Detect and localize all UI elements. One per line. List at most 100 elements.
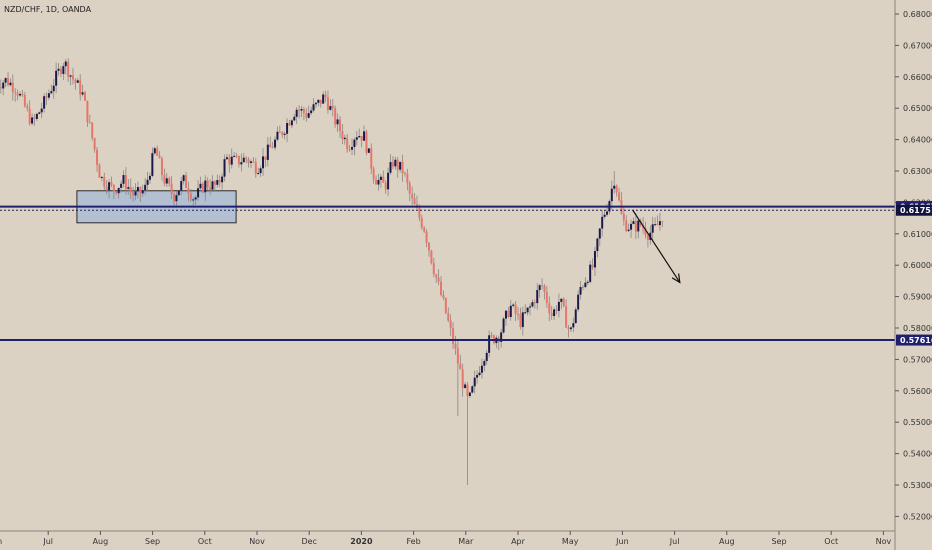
- candle-body-up: [182, 175, 185, 182]
- candle: [45, 92, 48, 106]
- time-axis[interactable]: Jun Jul Aug Sep Oct Nov Dec 2020 Feb Mar Apr May Jun…: [0, 531, 891, 546]
- candle: [533, 299, 536, 309]
- candle: [110, 176, 113, 188]
- candle-body-up: [134, 191, 137, 196]
- levels-layer[interactable]: [0, 205, 895, 342]
- candle: [19, 91, 22, 97]
- candle-body-up: [613, 185, 616, 189]
- candle: [531, 299, 534, 308]
- candle: [7, 72, 10, 87]
- candle-body-down: [271, 147, 274, 149]
- candle: [348, 144, 351, 152]
- candle: [293, 113, 296, 122]
- candle: [329, 99, 332, 111]
- candle: [514, 300, 517, 322]
- candle: [598, 227, 601, 247]
- candle-body-down: [28, 108, 31, 124]
- candle-body-down: [0, 87, 2, 89]
- candle: [300, 105, 303, 118]
- candle-body-down: [209, 187, 212, 190]
- candle: [601, 210, 604, 237]
- candle: [302, 106, 305, 121]
- candle-body-up: [55, 70, 58, 86]
- candle: [23, 91, 26, 108]
- candle-body-up: [177, 190, 180, 196]
- candle: [50, 84, 53, 95]
- candle: [124, 167, 127, 195]
- candle-body-up: [62, 66, 65, 74]
- candle-body-down: [372, 168, 375, 180]
- candle-body-down: [622, 213, 625, 221]
- candle-body-up: [242, 157, 245, 163]
- candle-body-up: [31, 117, 34, 124]
- candle-body-up: [355, 137, 358, 140]
- candle: [221, 173, 224, 190]
- candle: [64, 59, 67, 75]
- candle: [312, 98, 315, 113]
- candle: [565, 299, 568, 328]
- candle-body-down: [67, 61, 70, 77]
- candle-body-up: [478, 372, 481, 375]
- candle: [127, 179, 130, 195]
- candle: [543, 284, 546, 300]
- candle: [249, 159, 252, 169]
- candle: [432, 257, 435, 278]
- price-tag-label: 0.61751: [900, 206, 932, 215]
- candle-body-down: [173, 193, 176, 202]
- candle: [394, 156, 397, 170]
- candle-body-up: [175, 195, 178, 202]
- candle-body-down: [93, 138, 96, 150]
- candle: [500, 328, 503, 348]
- candle: [324, 90, 327, 103]
- candle: [185, 171, 188, 189]
- candle-body-up: [589, 264, 592, 282]
- candle-body-down: [245, 157, 248, 160]
- candle: [33, 113, 36, 126]
- candle: [541, 278, 544, 290]
- candle-body-up: [81, 92, 84, 95]
- candle-body-down: [235, 155, 238, 157]
- candle-body-down: [384, 182, 387, 190]
- candle-body-up: [295, 109, 298, 117]
- candle: [69, 74, 72, 86]
- candle: [408, 180, 411, 202]
- candle: [627, 223, 630, 233]
- candle: [504, 309, 507, 326]
- candle-body-down: [618, 192, 621, 201]
- candle: [98, 163, 101, 178]
- candle: [257, 167, 260, 175]
- time-tick-label: Aug: [93, 537, 109, 546]
- price-tag-label: 0.57616: [900, 336, 932, 345]
- time-tick-label: Sep: [145, 537, 160, 546]
- candle: [579, 281, 582, 300]
- candle-body-down: [103, 176, 106, 187]
- candle: [194, 195, 197, 205]
- candle-body-down: [105, 186, 108, 191]
- candle-body-up: [276, 131, 279, 140]
- candle-body-up: [379, 176, 382, 181]
- candle-body-up: [69, 75, 72, 77]
- candle: [88, 114, 91, 124]
- candle-body-down: [452, 328, 455, 344]
- candle-body-up: [538, 285, 541, 291]
- candle: [310, 106, 313, 116]
- candle: [122, 170, 125, 188]
- candle-body-down: [170, 183, 173, 194]
- candle-body-up: [127, 187, 130, 189]
- candle-body-down: [370, 148, 373, 169]
- candle-body-down: [408, 183, 411, 194]
- candle: [526, 307, 529, 316]
- candle-body-up: [343, 137, 346, 140]
- candle-body-up: [9, 82, 12, 86]
- candle-body-up: [108, 182, 111, 191]
- candle-body-down: [437, 277, 440, 282]
- candle: [553, 307, 556, 320]
- candle-body-up: [598, 228, 601, 239]
- price-tag-box: [896, 334, 932, 346]
- candle-body-down: [430, 250, 433, 264]
- candle-body-up: [52, 85, 55, 92]
